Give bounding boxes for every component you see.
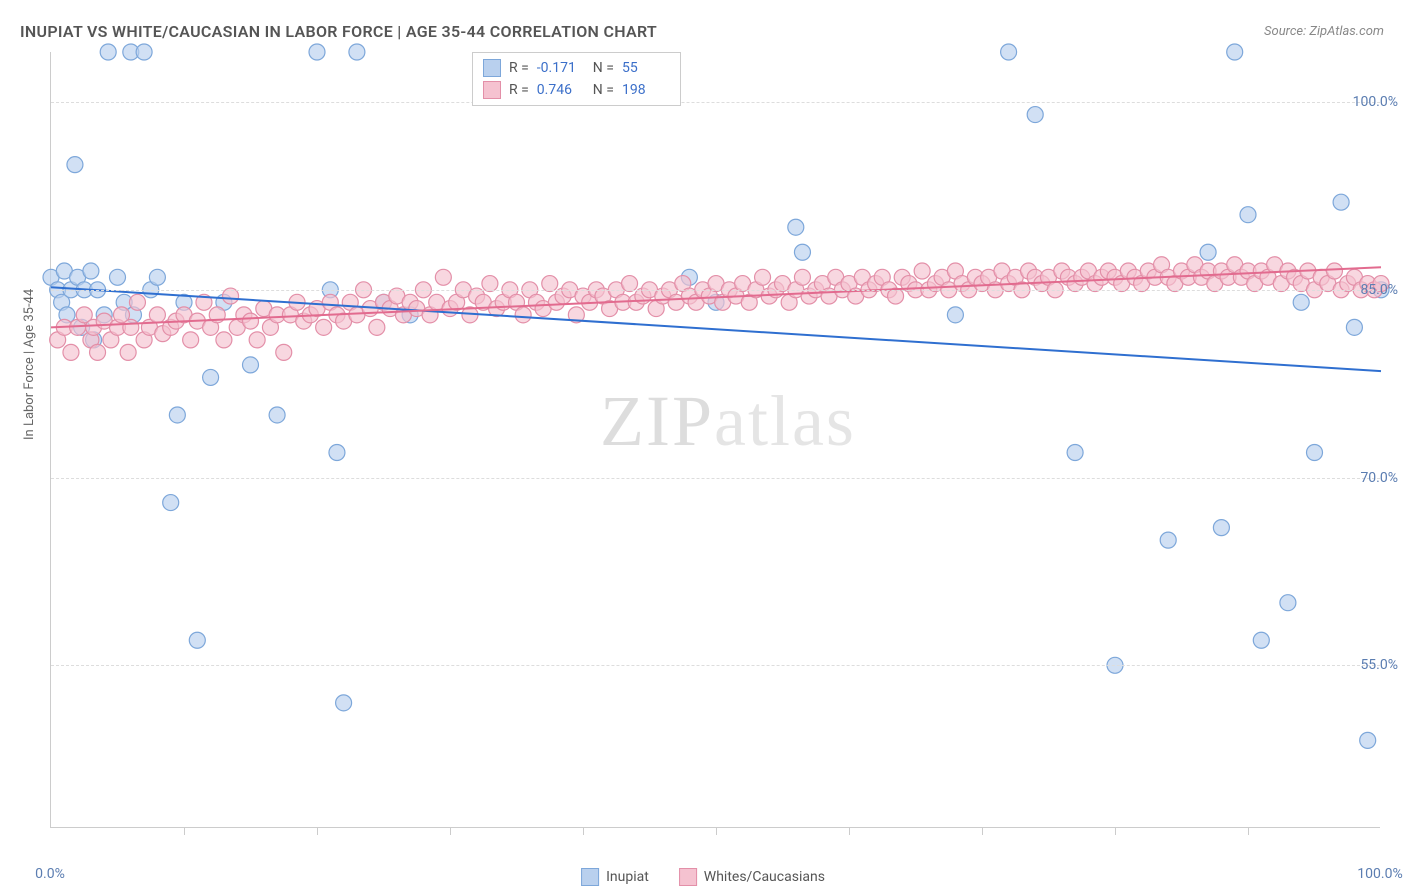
scatter-point bbox=[316, 319, 332, 335]
scatter-point bbox=[136, 44, 152, 60]
stat-r-value: 0.746 bbox=[537, 79, 585, 101]
scatter-point bbox=[189, 632, 205, 648]
series-legend: Inupiat Whites/Caucasians bbox=[581, 868, 825, 886]
gridline-horizontal bbox=[51, 102, 1380, 103]
source-attribution: Source: ZipAtlas.com bbox=[1264, 24, 1384, 39]
scatter-point bbox=[67, 157, 83, 173]
y-tick-label: 55.0% bbox=[1360, 657, 1398, 673]
legend-swatch bbox=[483, 59, 501, 77]
x-tick-mark bbox=[982, 827, 983, 835]
scatter-point bbox=[203, 369, 219, 385]
scatter-point bbox=[947, 307, 963, 323]
scatter-point bbox=[1001, 44, 1017, 60]
x-tick-mark bbox=[1248, 827, 1249, 835]
scatter-point bbox=[349, 44, 365, 60]
scatter-point bbox=[914, 263, 930, 279]
gridline-horizontal bbox=[51, 478, 1380, 479]
stat-n-label: N = bbox=[593, 79, 614, 101]
scatter-point bbox=[435, 269, 451, 285]
x-tick-mark bbox=[317, 827, 318, 835]
legend-item: Inupiat bbox=[581, 868, 649, 886]
scatter-point bbox=[1027, 107, 1043, 123]
correlation-stats-legend: R = -0.171 N = 55 R = 0.746 N = 198 bbox=[472, 52, 681, 106]
x-tick-label: 100.0% bbox=[1357, 866, 1402, 882]
chart-title: INUPIAT VS WHITE/CAUCASIAN IN LABOR FORC… bbox=[20, 22, 657, 41]
scatter-point bbox=[1360, 732, 1376, 748]
x-tick-mark bbox=[1115, 827, 1116, 835]
scatter-point bbox=[249, 332, 265, 348]
scatter-point bbox=[1326, 263, 1342, 279]
legend-item: Whites/Caucasians bbox=[679, 868, 825, 886]
x-tick-label: 0.0% bbox=[35, 866, 65, 882]
scatter-point bbox=[336, 695, 352, 711]
stat-n-label: N = bbox=[593, 57, 614, 79]
gridline-horizontal bbox=[51, 290, 1380, 291]
scatter-point bbox=[149, 269, 165, 285]
scatter-point bbox=[123, 319, 139, 335]
y-axis-label: In Labor Force | Age 35-44 bbox=[22, 289, 37, 440]
stats-row: R = 0.746 N = 198 bbox=[483, 79, 670, 101]
scatter-point bbox=[100, 44, 116, 60]
legend-swatch bbox=[679, 868, 697, 886]
scatter-point bbox=[1307, 445, 1323, 461]
scatter-point bbox=[1333, 194, 1349, 210]
scatter-point bbox=[1200, 244, 1216, 260]
stats-row: R = -0.171 N = 55 bbox=[483, 57, 670, 79]
y-tick-label: 100.0% bbox=[1353, 94, 1398, 110]
scatter-point bbox=[755, 269, 771, 285]
stat-n-value: 55 bbox=[622, 57, 670, 79]
scatter-point bbox=[1160, 532, 1176, 548]
stat-r-label: R = bbox=[509, 79, 529, 101]
scatter-point bbox=[129, 294, 145, 310]
scatter-point bbox=[149, 307, 165, 323]
scatter-point bbox=[269, 407, 285, 423]
plot-svg bbox=[51, 52, 1380, 827]
scatter-point bbox=[1227, 44, 1243, 60]
x-tick-mark bbox=[849, 827, 850, 835]
x-tick-mark bbox=[184, 827, 185, 835]
scatter-point bbox=[243, 357, 259, 373]
scatter-point bbox=[90, 344, 106, 360]
legend-label: Whites/Caucasians bbox=[704, 869, 825, 885]
scatter-point bbox=[309, 44, 325, 60]
stat-r-value: -0.171 bbox=[537, 57, 585, 79]
stat-r-label: R = bbox=[509, 57, 529, 79]
scatter-point bbox=[1253, 632, 1269, 648]
scatter-point bbox=[1240, 207, 1256, 223]
scatter-point bbox=[163, 495, 179, 511]
scatter-point bbox=[63, 344, 79, 360]
scatter-point bbox=[794, 244, 810, 260]
scatter-point bbox=[1346, 319, 1362, 335]
scatter-point bbox=[1280, 595, 1296, 611]
scatter-point bbox=[120, 344, 136, 360]
scatter-point bbox=[276, 344, 292, 360]
scatter-point bbox=[1213, 520, 1229, 536]
legend-swatch bbox=[581, 868, 599, 886]
legend-label: Inupiat bbox=[606, 869, 649, 885]
scatter-point bbox=[788, 219, 804, 235]
x-tick-mark bbox=[583, 827, 584, 835]
gridline-horizontal bbox=[51, 665, 1380, 666]
scatter-point bbox=[329, 445, 345, 461]
scatter-point bbox=[83, 263, 99, 279]
scatter-point bbox=[1067, 445, 1083, 461]
scatter-point bbox=[369, 319, 385, 335]
stat-n-value: 198 bbox=[622, 79, 670, 101]
scatter-point bbox=[1293, 294, 1309, 310]
x-tick-mark bbox=[450, 827, 451, 835]
scatter-point bbox=[515, 307, 531, 323]
y-tick-label: 70.0% bbox=[1360, 470, 1398, 486]
scatter-point bbox=[243, 313, 259, 329]
y-tick-label: 85.0% bbox=[1360, 282, 1398, 298]
scatter-point bbox=[216, 332, 232, 348]
scatter-point bbox=[110, 269, 126, 285]
scatter-point bbox=[169, 407, 185, 423]
legend-swatch bbox=[483, 81, 501, 99]
plot-area bbox=[50, 52, 1380, 828]
x-tick-mark bbox=[716, 827, 717, 835]
scatter-point bbox=[183, 332, 199, 348]
scatter-point bbox=[794, 269, 810, 285]
